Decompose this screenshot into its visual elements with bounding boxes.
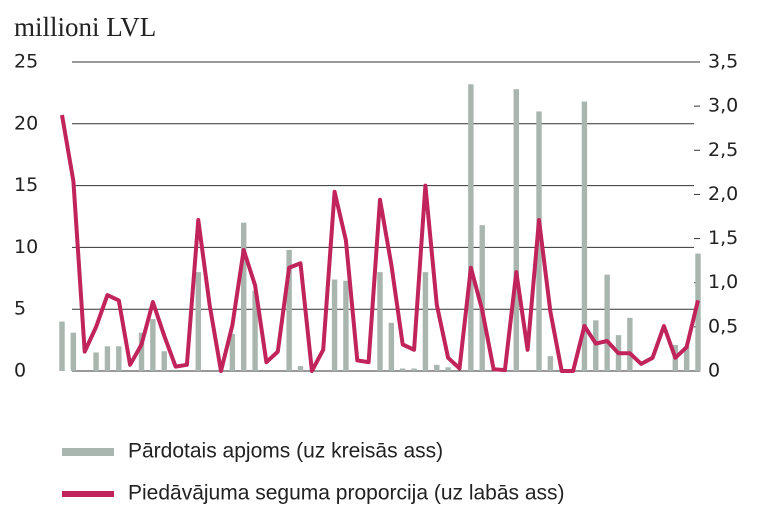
bar <box>627 317 633 371</box>
bar <box>468 84 474 372</box>
bar <box>377 272 383 371</box>
bar <box>138 332 145 371</box>
bar <box>411 368 417 371</box>
bar <box>161 351 167 371</box>
y-tick-label: 15 <box>14 174 38 196</box>
y-axis-label: millioni LVL <box>14 12 156 42</box>
bar <box>252 290 258 371</box>
y2-tick-label: 0,5 <box>708 315 738 337</box>
bar <box>400 368 406 371</box>
y2-tick-label: 2,5 <box>708 139 738 161</box>
y2-tick-label: 3,5 <box>708 51 738 73</box>
bar <box>229 333 236 371</box>
y-tick-label: 5 <box>14 298 26 320</box>
bar <box>422 272 429 371</box>
bar <box>479 225 485 371</box>
y-tick-label: 10 <box>14 236 38 258</box>
bar <box>547 356 554 371</box>
bar <box>241 222 247 371</box>
bar <box>593 320 599 371</box>
y-tick-label: 0 <box>14 360 26 382</box>
bar <box>104 346 111 371</box>
bar <box>150 319 156 371</box>
y2-tick-label: 1,0 <box>708 271 738 293</box>
bar <box>513 89 519 371</box>
bar <box>59 321 65 371</box>
bar <box>695 253 701 371</box>
y2-tick-label: 2,0 <box>708 183 738 205</box>
line <box>60 114 700 373</box>
legend-label: Piedāvājuma seguma proporcija (uz labās … <box>128 482 565 505</box>
y2-tick-label: 0 <box>708 360 720 382</box>
bar <box>331 279 338 371</box>
bar <box>683 346 690 371</box>
bar <box>286 249 292 371</box>
bar <box>93 352 99 371</box>
y-tick-label: 20 <box>14 112 38 134</box>
bar <box>70 332 77 371</box>
bar <box>388 322 395 371</box>
legend-label: Pārdotais apjoms (uz kreisās ass) <box>128 440 443 463</box>
y-tick-label: 25 <box>14 51 38 73</box>
y2-tick-label: 3,0 <box>708 95 738 117</box>
bar <box>604 274 610 371</box>
bar <box>434 364 440 371</box>
y2-tick-label: 1,5 <box>708 227 738 249</box>
bar <box>343 280 349 371</box>
bar <box>116 346 122 371</box>
bar <box>297 366 304 371</box>
bar <box>581 101 588 371</box>
bar <box>445 367 451 371</box>
bar <box>195 272 201 371</box>
